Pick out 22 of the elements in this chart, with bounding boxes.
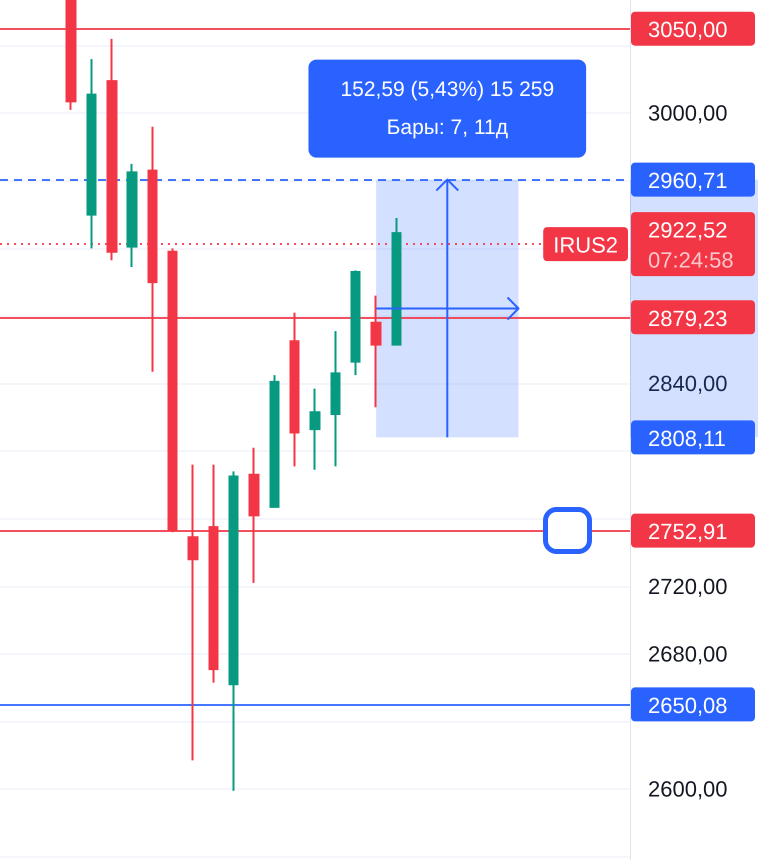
ref-line-label: 2650,08 bbox=[648, 692, 728, 718]
y-tick-label: 2680,00 bbox=[648, 641, 728, 666]
candlestick bbox=[86, 58, 96, 250]
ref-line-label: 2960,71 bbox=[648, 168, 728, 194]
candlestick bbox=[392, 216, 402, 346]
candlestick bbox=[310, 388, 320, 471]
candlestick bbox=[126, 162, 138, 268]
candlestick bbox=[228, 470, 238, 792]
text: 2808,11 bbox=[648, 426, 726, 451]
ref-line-label: 2922,52 07:24:58 bbox=[648, 218, 734, 273]
candlestick bbox=[270, 374, 280, 508]
y-tick-label: 2600,00 bbox=[648, 776, 728, 802]
y-tick-label: 2720,00 bbox=[648, 574, 728, 599]
band-label: 152,59 (5,43%) 15 259 Бары: 7, 11д bbox=[340, 78, 554, 140]
annotation: IRUS2 bbox=[553, 232, 618, 258]
candlestick bbox=[330, 330, 340, 468]
ref-line-label: 3050,00 bbox=[648, 17, 728, 42]
ref-line-label: 2752,91 bbox=[648, 519, 728, 544]
candlestick bbox=[350, 269, 360, 376]
y-tick-label: 3000,00 bbox=[648, 100, 728, 126]
ref-line-label: 2879,23 bbox=[648, 306, 728, 331]
y-tick-label: 2840,00 bbox=[648, 371, 728, 396]
